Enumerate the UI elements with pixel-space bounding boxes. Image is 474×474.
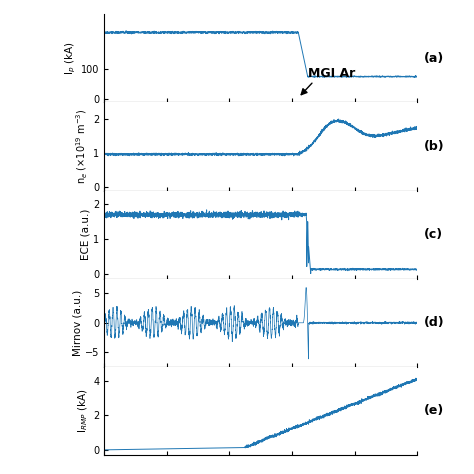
Y-axis label: Mirnov (a.u.): Mirnov (a.u.) [72, 290, 82, 356]
Text: (e): (e) [423, 404, 444, 418]
Text: (d): (d) [423, 316, 444, 329]
Y-axis label: I$_p$ (kA): I$_p$ (kA) [64, 42, 78, 75]
Text: MGI Ar: MGI Ar [308, 66, 355, 80]
Text: (c): (c) [423, 228, 443, 241]
Text: (a): (a) [423, 52, 444, 65]
Y-axis label: ECE (a.u.): ECE (a.u.) [81, 209, 91, 260]
Y-axis label: I$_{RMP}$ (kA): I$_{RMP}$ (kA) [77, 389, 91, 433]
Text: (b): (b) [423, 140, 444, 153]
Y-axis label: n$_e$ ($\times$10$^{19}$ m$^{-3}$): n$_e$ ($\times$10$^{19}$ m$^{-3}$) [75, 109, 91, 184]
